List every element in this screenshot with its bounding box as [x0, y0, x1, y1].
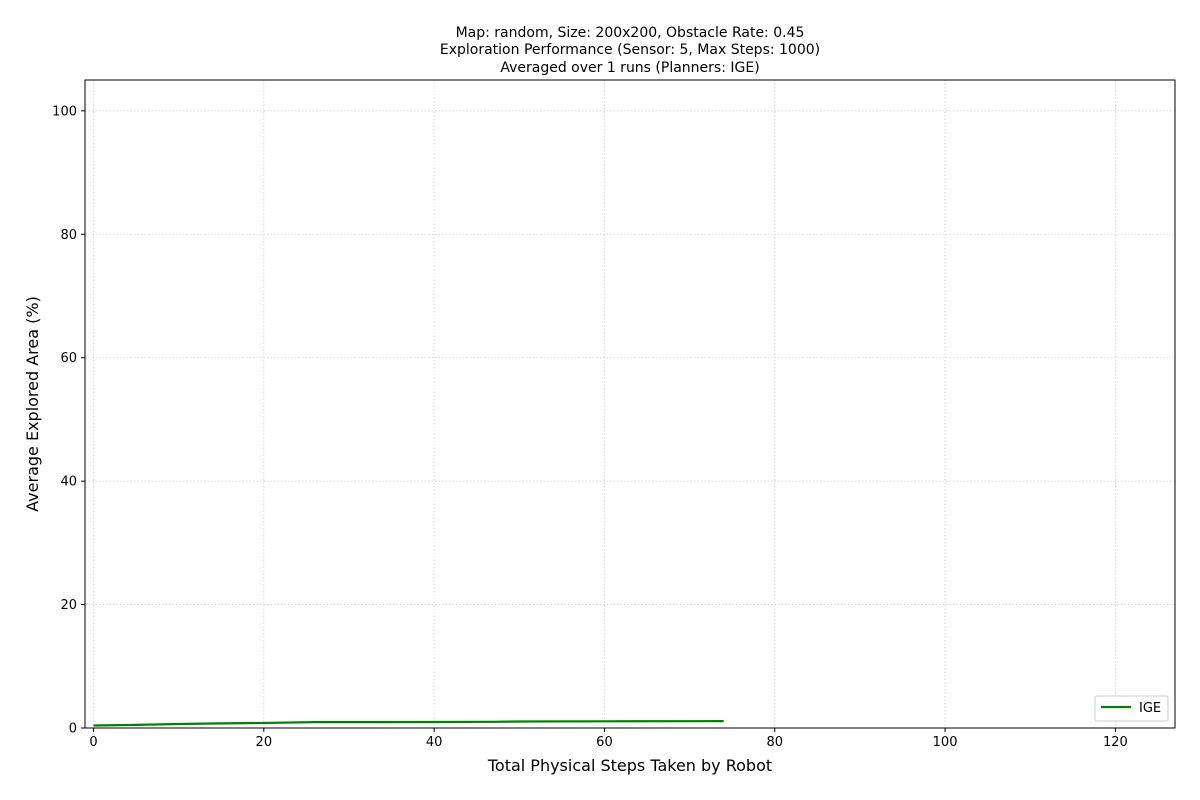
x-axis: 0 20 40 60 80 100 120	[89, 728, 1128, 750]
legend-label-ige: IGE	[1139, 701, 1161, 716]
x-tick-label: 100	[933, 735, 958, 750]
x-tick-label: 120	[1103, 735, 1128, 750]
chart-title: Map: random, Size: 200x200, Obstacle Rat…	[440, 25, 820, 76]
plot-frame	[84, 79, 1176, 729]
y-axis-label: Average Explored Area (%)	[23, 296, 42, 512]
title-line-3: Averaged over 1 runs (Planners: IGE)	[500, 60, 759, 76]
y-tick-label: 40	[60, 475, 77, 490]
x-tick-label: 0	[89, 735, 97, 750]
x-tick-label: 40	[426, 735, 443, 750]
x-tick-label: 60	[596, 735, 613, 750]
y-axis: 0 20 40 60 80 100	[52, 104, 85, 737]
y-tick-label: 100	[52, 104, 77, 119]
y-tick-label: 20	[60, 598, 77, 613]
legend-box	[1094, 695, 1169, 722]
x-axis-label: Total Physical Steps Taken by Robot	[487, 756, 772, 775]
y-tick-label: 60	[60, 351, 77, 366]
y-tick-label: 0	[69, 722, 77, 737]
series-line-ige	[93, 719, 724, 727]
x-tick-label: 80	[766, 735, 783, 750]
title-line-2: Exploration Performance (Sensor: 5, Max …	[440, 42, 820, 58]
title-line-1: Map: random, Size: 200x200, Obstacle Rat…	[456, 25, 805, 41]
legend: IGE	[1094, 695, 1169, 722]
series-layer	[93, 719, 724, 727]
y-tick-label: 80	[60, 228, 77, 243]
grid	[85, 80, 1175, 729]
x-tick-label: 20	[256, 735, 273, 750]
